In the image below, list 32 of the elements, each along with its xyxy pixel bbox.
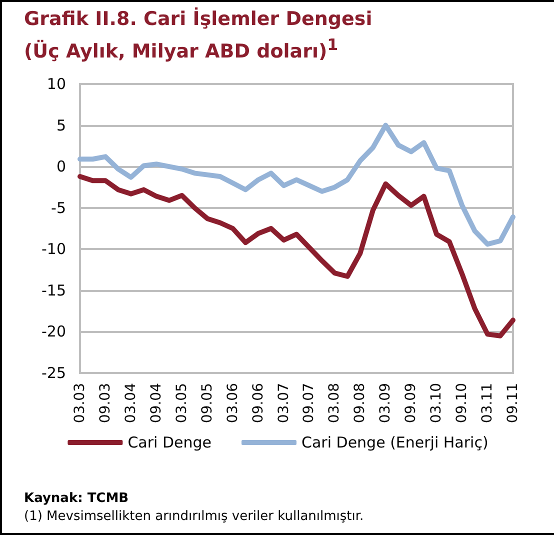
x-tick-label: 03.05 [174, 383, 190, 424]
y-tick-label: -25 [42, 364, 66, 382]
chart-subtitle: (Üç Aylık, Milyar ABD doları)$^{1}$ [24, 34, 340, 64]
x-tick-label: 09.09 [403, 383, 420, 424]
legend-label: Cari Denge (Enerji Hariç) [301, 434, 488, 452]
x-tick-label: 03.04 [122, 382, 139, 424]
x-tick-label: 09.04 [148, 382, 164, 424]
x-tick-label: 09.06 [250, 382, 266, 424]
y-tick-label: -5 [51, 198, 66, 217]
x-tick-label: 03.09 [378, 383, 394, 424]
x-tick-label: 09.11 [505, 383, 521, 424]
y-tick-label: 5 [56, 116, 66, 134]
x-tick-label: 09.08 [352, 383, 368, 424]
x-tick-label: 03.08 [326, 383, 343, 424]
x-tick-label: 09.07 [301, 383, 318, 424]
y-tick-label: -15 [42, 281, 66, 300]
y-tick-label: -20 [42, 322, 66, 341]
x-tick-label: 03.07 [276, 383, 292, 424]
x-tick-label: 03.03 [72, 383, 88, 424]
x-tick-label: 03.10 [428, 383, 445, 424]
x-tick-label: 09.10 [454, 383, 470, 424]
legend-label: Cari Denge [128, 434, 212, 452]
y-tick-label: -10 [42, 240, 66, 258]
x-tick-label: 09.05 [199, 383, 216, 424]
x-tick-label: 03.11 [480, 383, 496, 424]
text: (1) Mevsimsellikten arındırılmış veriler kullanılmıştır. [24, 508, 364, 526]
chart-title: Grafik II.8. Cari İşlemler Dengesi [24, 6, 372, 32]
y-tick-label: 0 [56, 158, 66, 176]
y-tick-label: 10 [46, 75, 66, 93]
text: Kaynak: TCMB [24, 490, 130, 508]
x-tick-label: 09.03 [97, 383, 114, 424]
x-tick-label: 03.06 [224, 382, 241, 424]
